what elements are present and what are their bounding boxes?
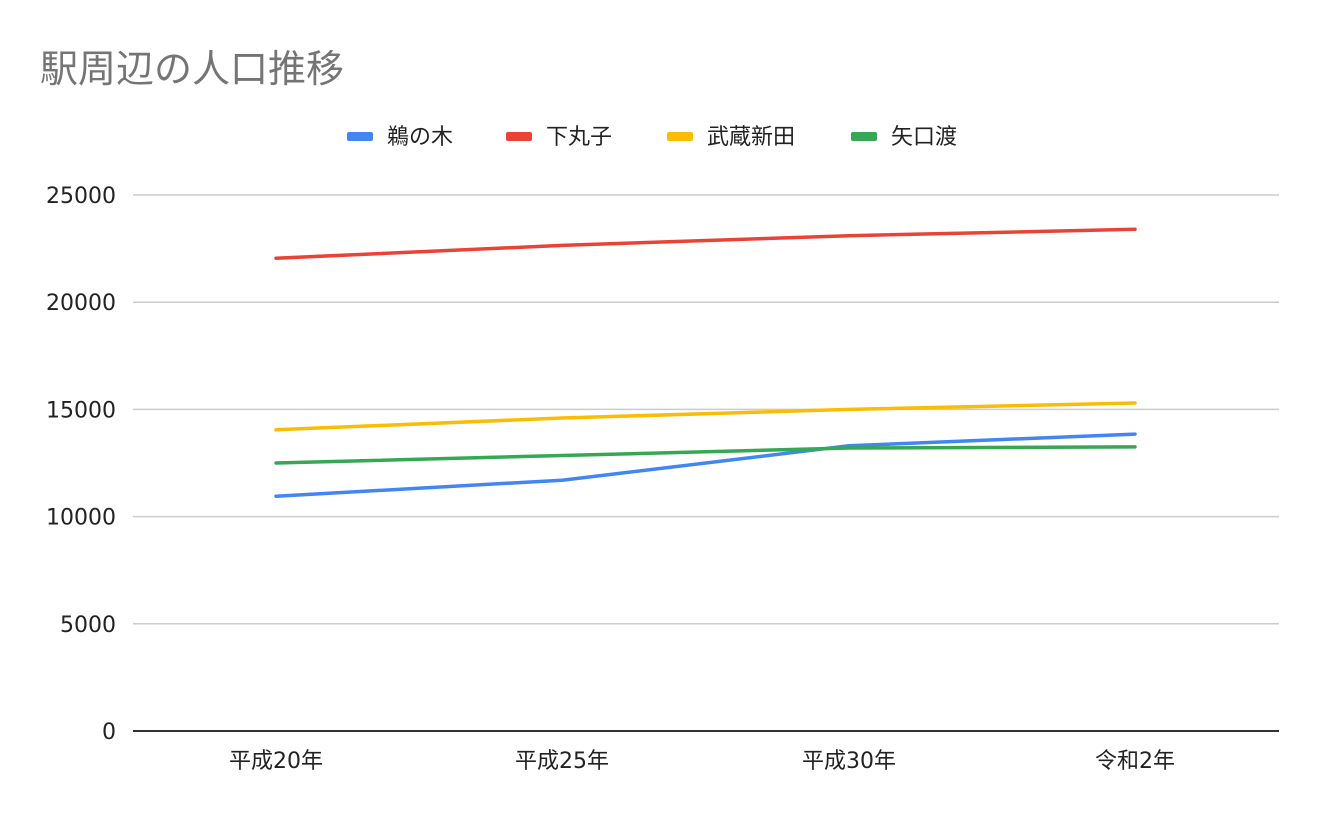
- y-tick-label: 20000: [46, 291, 116, 316]
- legend-swatch: [347, 132, 373, 141]
- x-tick-label: 平成20年: [229, 749, 323, 774]
- series-line-4: [274, 445, 1137, 465]
- chart-title: 駅周辺の人口推移: [40, 47, 344, 91]
- series-group: [274, 227, 1137, 498]
- y-axis: 0 5000 10000 15000 20000 25000: [46, 184, 116, 745]
- legend-label: 鵜の木: [387, 125, 453, 150]
- legend-label: 矢口渡: [891, 125, 957, 150]
- x-axis: 平成20年 平成25年 平成30年 令和2年: [229, 749, 1175, 774]
- y-tick-label: 10000: [46, 506, 116, 531]
- gridlines: [133, 194, 1279, 732]
- x-tick-label: 令和2年: [1095, 749, 1175, 774]
- legend: 鵜の木 下丸子 武蔵新田 矢口渡: [347, 125, 957, 150]
- x-tick-label: 平成30年: [802, 749, 896, 774]
- legend-swatch: [506, 132, 532, 141]
- y-tick-label: 15000: [46, 398, 116, 423]
- x-tick-label: 平成25年: [515, 749, 609, 774]
- legend-swatch: [851, 132, 877, 141]
- legend-swatch: [667, 132, 693, 141]
- series-line-3: [274, 401, 1137, 432]
- series-line-2: [274, 227, 1137, 260]
- legend-label: 下丸子: [546, 125, 612, 150]
- y-tick-label: 25000: [46, 184, 116, 209]
- series-line-1: [274, 432, 1137, 498]
- y-tick-label: 5000: [60, 613, 116, 638]
- y-tick-label: 0: [102, 720, 116, 745]
- legend-label: 武蔵新田: [707, 125, 795, 150]
